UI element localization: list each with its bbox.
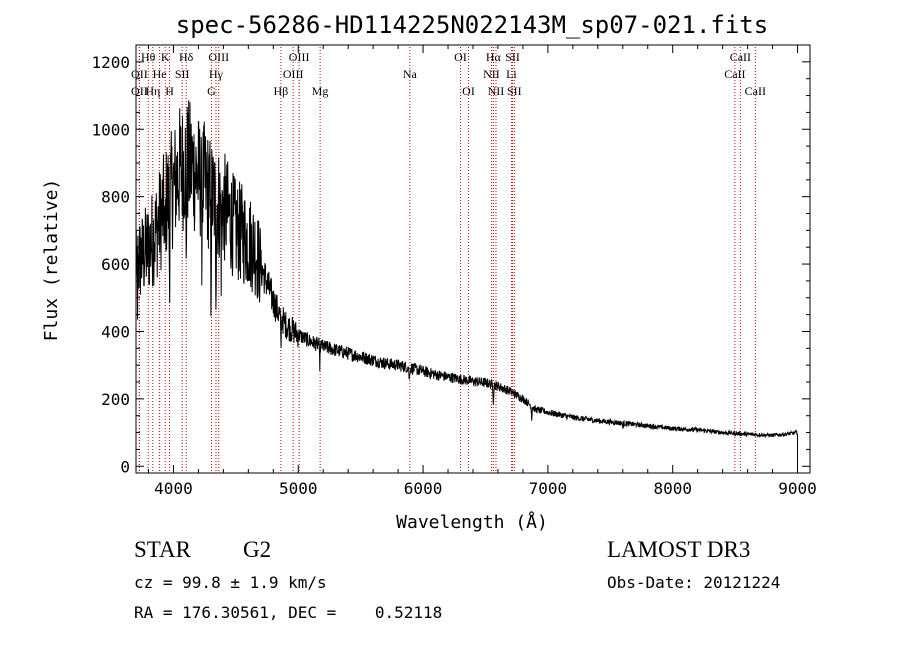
spectral-line-label: OI [462, 84, 475, 98]
observation-date: Obs-Date: 20121224 [607, 573, 781, 592]
plot-frame [135, 44, 811, 474]
spectral-line-label: OIII [283, 67, 304, 81]
survey-name: LAMOST DR3 [607, 537, 751, 562]
spectral-line-label: OIII [208, 50, 229, 64]
spectral-line-markers [138, 47, 756, 473]
spectral-line-label: SII [175, 67, 190, 81]
spectral-line-label: K [161, 50, 170, 64]
spectral-line-label: OII [131, 84, 148, 98]
x-tick-label: 8000 [653, 479, 692, 498]
spectral-line-label: Hθ [141, 50, 156, 64]
object-class: STAR [134, 537, 191, 562]
spectral-line-label: Li [506, 67, 517, 81]
spectrum-line [135, 100, 798, 467]
x-tick-label: 9000 [778, 479, 817, 498]
spectral-line-label: OIII [289, 50, 310, 64]
y-tick-label: 200 [101, 390, 130, 409]
spectral-line-label: Hδ [179, 50, 194, 64]
spectral-line-label: Na [403, 67, 418, 81]
y-tick-label: 1200 [91, 53, 130, 72]
x-tick-label: 5000 [279, 479, 318, 498]
y-tick-label: 800 [101, 188, 130, 207]
y-tick-label: 400 [101, 322, 130, 341]
spectral-line-label: Hγ [209, 67, 224, 81]
y-tick-label: 1000 [91, 120, 130, 139]
x-tick-label: 6000 [404, 479, 443, 498]
spectral-line-label: He [153, 67, 167, 81]
x-axis: 4000 5000 6000 7000 8000 9000 [147, 45, 817, 498]
sky-coordinates: RA = 176.30561, DEC = 0.52118 [134, 603, 443, 622]
spectral-line-label: CaII [745, 84, 766, 98]
x-axis-label: Wavelength (Å) [396, 511, 548, 533]
spectral-line-label: NII [483, 67, 500, 81]
redshift-value: cz = 99.8 ± 1.9 km/s [134, 573, 327, 592]
spectral-line-label: OII [131, 67, 148, 81]
spectral-line-label: SII [505, 50, 520, 64]
y-axis: 0 200 400 600 800 1000 1200 [91, 53, 810, 476]
spectral-line-label: G [207, 84, 216, 98]
spectral-subclass: G2 [243, 537, 272, 562]
y-axis-label: Flux (relative) [41, 179, 62, 342]
spectral-line-label: NII [488, 84, 505, 98]
spectral-line-label: OI [454, 50, 467, 64]
spectral-line-label: Hβ [274, 84, 289, 98]
spectral-line-label: CaII [724, 67, 745, 81]
spectral-line-label: Mg [312, 84, 329, 98]
x-tick-label: 4000 [154, 479, 193, 498]
x-tick-label: 7000 [529, 479, 568, 498]
spectral-line-label: Hα [486, 50, 502, 64]
y-tick-label: 0 [120, 457, 130, 476]
chart-title: spec-56286-HD114225N022143M_sp07-021.fit… [176, 11, 768, 39]
y-tick-label: 600 [101, 255, 130, 274]
spectral-line-label: H [165, 84, 174, 98]
spectral-line-label: SII [507, 84, 522, 98]
spectral-line-label: Hη [145, 84, 160, 98]
spectral-line-label: CaII [730, 50, 751, 64]
